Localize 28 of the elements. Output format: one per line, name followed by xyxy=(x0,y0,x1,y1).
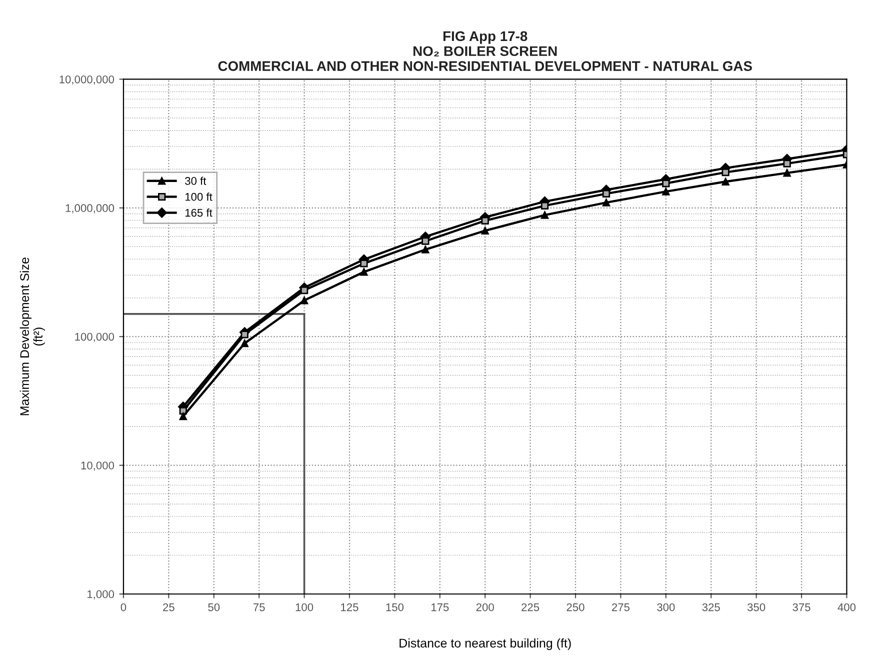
x-tick-label: 200 xyxy=(476,603,494,612)
y-tick-label: 1,000 xyxy=(87,590,114,600)
x-tick-label: 0 xyxy=(120,603,126,612)
x-tick-label: 175 xyxy=(431,603,449,612)
x-tick-label: 100 xyxy=(296,603,314,612)
x-tick-label: 150 xyxy=(386,603,404,612)
x-tick-label: 300 xyxy=(657,603,675,612)
legend-label: 100 ft xyxy=(185,192,212,201)
x-tick-label: 400 xyxy=(838,603,856,612)
legend-label: 30 ft xyxy=(185,176,206,185)
y-tick-label: 100,000 xyxy=(75,332,114,342)
chart-title: FIG App 17-8 NO₂ BOILER SCREEN COMMERCIAL AND OTHER NON-RESIDENTIAL DEVELOPMENT - NATURAL GAS xyxy=(218,31,752,72)
x-tick-label: 375 xyxy=(792,603,810,612)
legend-label: 165 ft xyxy=(185,208,212,217)
x-tick-label: 225 xyxy=(522,603,540,612)
x-tick-label: 250 xyxy=(566,603,584,612)
y-tick-label: 10,000,000 xyxy=(60,75,114,85)
y-tick-label: 10,000 xyxy=(81,462,114,471)
x-tick-label: 25 xyxy=(163,603,174,612)
y-axis-title: Maximum Development Size (ft²) xyxy=(20,258,45,416)
x-axis-title: Distance to nearest building (ft) xyxy=(400,638,571,650)
x-tick-label: 325 xyxy=(702,603,720,612)
x-tick-label: 50 xyxy=(208,603,220,612)
x-tick-label: 350 xyxy=(747,603,766,612)
x-tick-label: 125 xyxy=(341,603,358,612)
x-tick-label: 75 xyxy=(253,603,265,612)
x-tick-label: 275 xyxy=(612,603,630,612)
y-tick-label: 1,000,000 xyxy=(66,204,114,214)
